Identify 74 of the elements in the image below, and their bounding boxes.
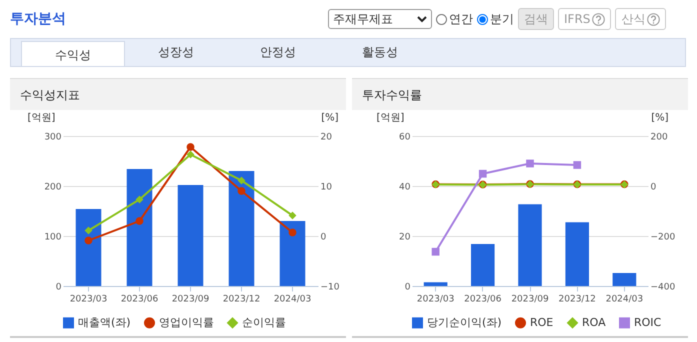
point	[136, 196, 144, 204]
point	[573, 161, 582, 169]
text: 분기	[490, 10, 514, 28]
legend-label: 매출액(좌)	[78, 316, 131, 329]
y2-axis-title: [%]	[651, 112, 669, 124]
point	[186, 150, 194, 158]
point	[84, 236, 92, 244]
point	[478, 170, 487, 178]
point	[288, 212, 296, 220]
bar	[228, 171, 254, 286]
y2-tick-label: 0	[320, 232, 326, 242]
x-tick-label: 2024/03	[274, 294, 312, 304]
point	[288, 228, 296, 236]
bar	[178, 185, 204, 286]
text: 연간	[449, 10, 473, 28]
legend-label: 순이익률	[242, 316, 286, 329]
bar	[565, 222, 589, 286]
text: 수익성	[21, 41, 125, 66]
point	[84, 226, 92, 234]
x-tick-label: 2023/06	[464, 294, 502, 304]
x-tick-label: 2023/09	[511, 294, 549, 304]
legend-label: ROIC	[634, 316, 662, 329]
bar	[612, 273, 636, 286]
x-tick-label: 2023/12	[222, 294, 260, 304]
x-tick-label: 2024/03	[606, 294, 644, 304]
y2-tick-label: 0	[650, 182, 656, 192]
y2-tick-label: 10	[320, 182, 332, 192]
y-tick-label: 20	[399, 232, 411, 242]
y-tick-label: 0	[56, 282, 62, 292]
point	[238, 176, 246, 184]
point	[432, 248, 440, 256]
chart-title: 수익성지표	[10, 78, 346, 111]
point	[136, 217, 144, 225]
x-tick-label: 2023/03	[70, 294, 108, 304]
y-axis-title: [억원]	[28, 112, 56, 124]
legend-label: 영업이익률	[159, 316, 214, 329]
point	[526, 160, 534, 168]
legend-label: ROA	[582, 316, 606, 329]
text: IFRS	[558, 8, 612, 30]
legend-label: 당기순이익(좌)	[427, 316, 502, 329]
text: 주재무제표	[333, 10, 393, 28]
text: 검색	[518, 8, 554, 30]
y-tick-label: 40	[399, 182, 411, 192]
x-tick-label: 2023/06	[120, 294, 158, 304]
text: 산식	[615, 8, 666, 30]
point	[186, 143, 194, 151]
y-tick-label: 60	[399, 132, 411, 142]
chart-title: 투자수익률	[352, 78, 688, 111]
y2-tick-label: −400	[650, 282, 676, 292]
text: 활동성	[361, 44, 399, 61]
y-tick-label: 100	[44, 232, 62, 242]
bar	[518, 204, 542, 286]
text: 성장성	[157, 44, 195, 61]
text: 투자분석	[10, 10, 66, 28]
y2-tick-label: −10	[320, 282, 340, 292]
bar	[424, 282, 448, 286]
bar	[280, 221, 306, 286]
bar	[76, 209, 102, 286]
x-tick-label: 2023/12	[558, 294, 596, 304]
bar	[471, 244, 495, 286]
y2-tick-label: 200	[650, 132, 668, 142]
y-tick-label: 300	[44, 132, 62, 142]
x-tick-label: 2023/09	[172, 294, 210, 304]
x-tick-label: 2023/03	[416, 294, 454, 304]
point	[238, 187, 246, 195]
y2-axis-title: [%]	[321, 112, 339, 124]
text: 안정성	[259, 44, 297, 61]
y-tick-label: 200	[44, 182, 62, 192]
y-tick-label: 0	[404, 282, 411, 292]
y-axis-title: [억원]	[376, 112, 404, 124]
y2-tick-label: −200	[650, 232, 676, 242]
legend-label: ROE	[530, 316, 554, 329]
y2-tick-label: 20	[320, 132, 332, 142]
bar	[126, 169, 152, 286]
